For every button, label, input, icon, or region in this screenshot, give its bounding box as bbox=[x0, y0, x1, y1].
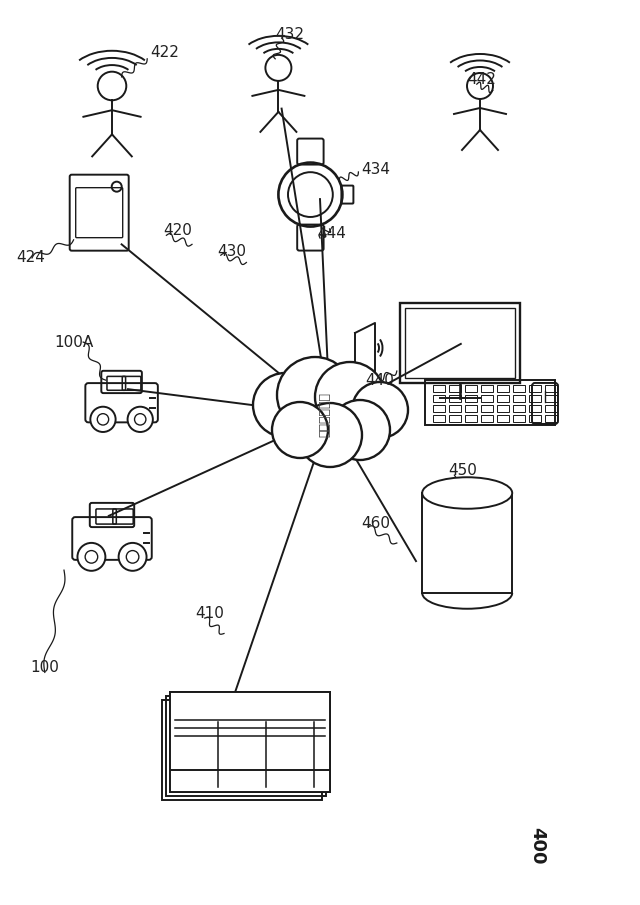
Circle shape bbox=[253, 373, 317, 437]
Circle shape bbox=[77, 543, 106, 571]
Bar bbox=[433, 405, 445, 413]
Bar bbox=[449, 386, 461, 393]
Bar bbox=[545, 415, 557, 423]
Bar bbox=[465, 405, 477, 413]
Text: 420: 420 bbox=[163, 224, 192, 238]
Text: 444: 444 bbox=[317, 226, 346, 241]
Text: 450: 450 bbox=[448, 463, 477, 478]
Bar bbox=[481, 395, 493, 403]
Text: 434: 434 bbox=[362, 162, 390, 176]
Bar bbox=[433, 386, 445, 393]
Bar bbox=[481, 386, 493, 393]
Circle shape bbox=[90, 406, 116, 432]
Text: 442: 442 bbox=[467, 72, 496, 87]
Bar bbox=[529, 405, 541, 413]
Text: 400: 400 bbox=[529, 827, 547, 865]
Circle shape bbox=[315, 362, 385, 432]
Text: 100: 100 bbox=[31, 661, 60, 675]
Bar bbox=[465, 415, 477, 423]
Bar bbox=[545, 395, 557, 403]
Bar bbox=[425, 380, 555, 425]
Text: 440: 440 bbox=[365, 373, 394, 387]
Circle shape bbox=[330, 400, 390, 460]
Bar bbox=[497, 415, 509, 423]
Circle shape bbox=[352, 382, 408, 438]
Bar bbox=[433, 395, 445, 403]
Text: 100A: 100A bbox=[54, 335, 93, 349]
Bar bbox=[170, 692, 330, 792]
Bar bbox=[400, 303, 520, 383]
Text: 460: 460 bbox=[362, 516, 390, 530]
Bar bbox=[497, 386, 509, 393]
Bar bbox=[405, 308, 515, 378]
Circle shape bbox=[277, 357, 353, 433]
Ellipse shape bbox=[422, 477, 512, 509]
Text: ネットワーク: ネットワーク bbox=[319, 393, 332, 437]
Bar bbox=[513, 386, 525, 393]
Bar bbox=[529, 395, 541, 403]
Bar bbox=[497, 405, 509, 413]
Bar bbox=[481, 415, 493, 423]
Bar bbox=[513, 415, 525, 423]
Bar bbox=[166, 696, 326, 796]
Bar bbox=[545, 405, 557, 413]
Bar bbox=[449, 395, 461, 403]
Bar bbox=[481, 405, 493, 413]
Bar bbox=[529, 386, 541, 393]
Circle shape bbox=[127, 406, 153, 432]
Bar bbox=[433, 415, 445, 423]
Bar bbox=[529, 415, 541, 423]
Text: 430: 430 bbox=[218, 244, 246, 259]
Bar bbox=[497, 395, 509, 403]
Bar bbox=[465, 386, 477, 393]
Bar bbox=[449, 415, 461, 423]
Bar bbox=[545, 386, 557, 393]
Bar bbox=[465, 395, 477, 403]
Bar bbox=[513, 395, 525, 403]
Circle shape bbox=[272, 402, 328, 458]
Text: 424: 424 bbox=[16, 251, 45, 265]
Text: 410: 410 bbox=[195, 606, 224, 621]
Text: 422: 422 bbox=[150, 45, 179, 60]
Text: 432: 432 bbox=[275, 27, 304, 42]
Circle shape bbox=[118, 543, 147, 571]
Bar bbox=[449, 405, 461, 413]
Bar bbox=[162, 700, 322, 800]
Bar bbox=[170, 692, 330, 792]
Circle shape bbox=[298, 403, 362, 467]
Bar bbox=[513, 405, 525, 413]
Bar bbox=[422, 493, 512, 593]
